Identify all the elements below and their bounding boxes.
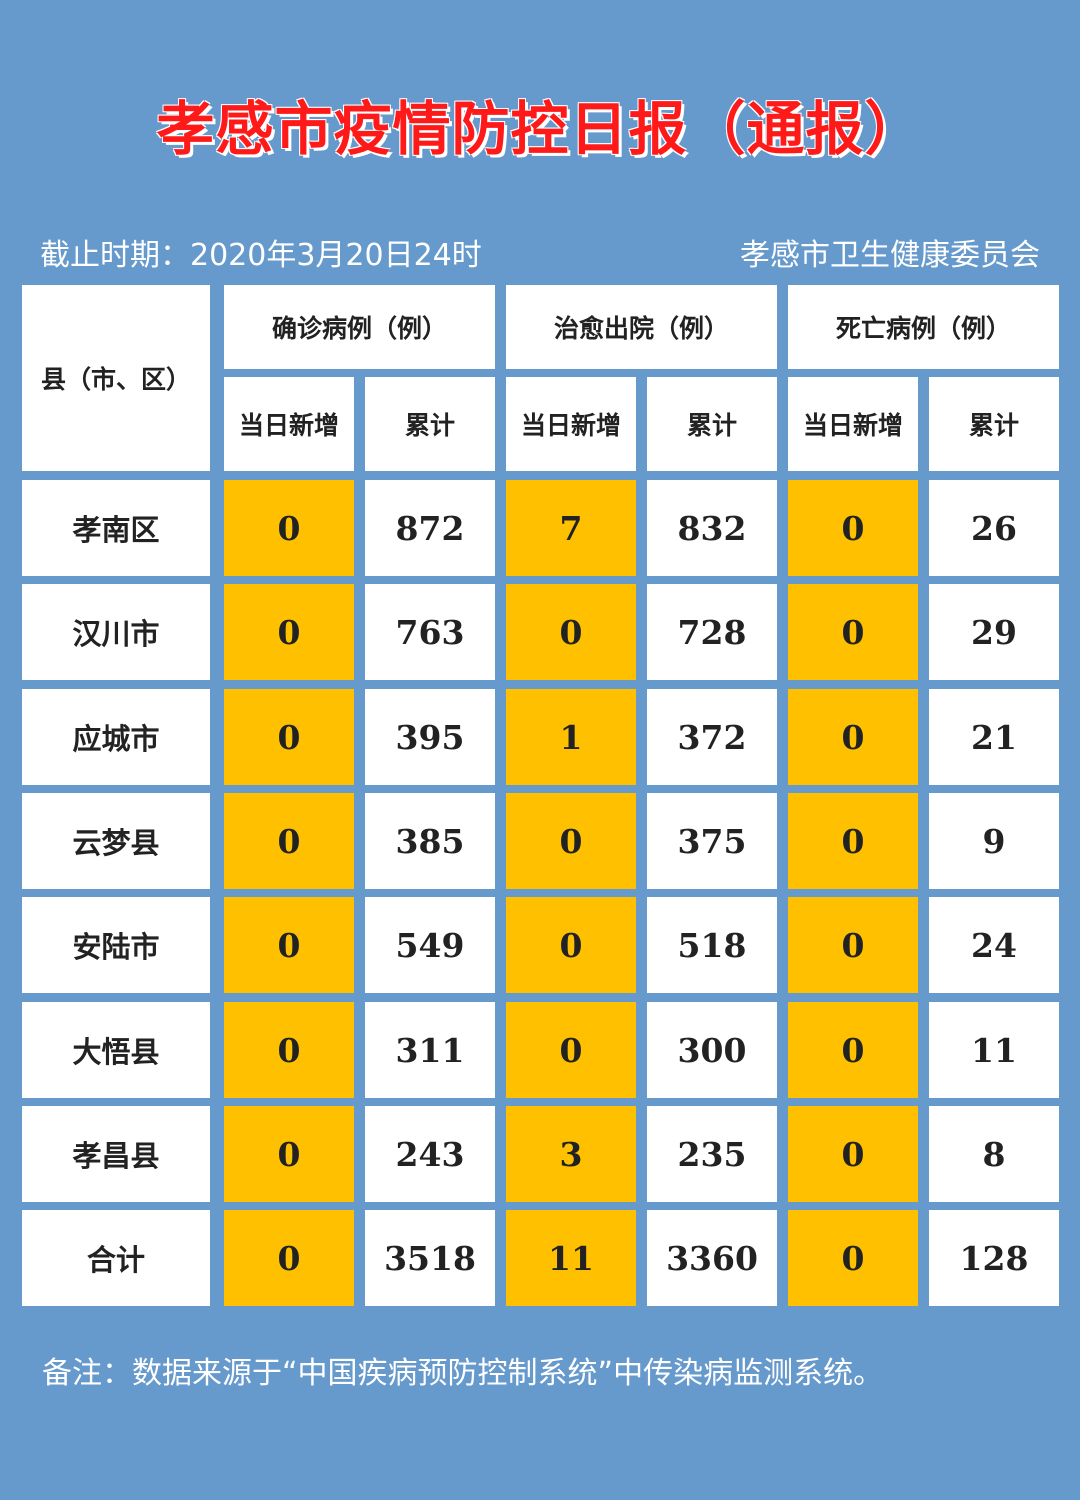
issuer: 孝感市卫生健康委员会	[740, 238, 1040, 273]
region-name: 合计	[22, 1210, 210, 1306]
table-cell-confirmed-new: 0	[224, 1002, 354, 1098]
table-cell-deaths-new: 0	[788, 584, 918, 680]
table-cell-confirmed-new: 0	[224, 897, 354, 993]
region-name: 孝昌县	[22, 1106, 210, 1202]
table-cell-confirmed-new: 0	[224, 793, 354, 889]
table-cell-confirmed-total: 395	[365, 689, 495, 785]
cutoff-date: 截止时期：2020年3月20日24时	[40, 238, 482, 273]
table-cell-cured-total: 3360	[647, 1210, 777, 1306]
table-cell-deaths-total: 128	[929, 1210, 1059, 1306]
region-name: 汉川市	[22, 584, 210, 680]
table-cell-deaths-new: 0	[788, 897, 918, 993]
region-name: 安陆市	[22, 897, 210, 993]
table-cell-deaths-new: 0	[788, 793, 918, 889]
footnote: 备注：数据来源于“中国疾病预防控制系统”中传染病监测系统。	[42, 1356, 884, 1391]
table-cell-cured-total: 375	[647, 793, 777, 889]
table-cell-deaths-new: 0	[788, 480, 918, 576]
table-cell-cured-total: 300	[647, 1002, 777, 1098]
region-name: 云梦县	[22, 793, 210, 889]
table-cell-cured-new: 0	[506, 793, 636, 889]
table-cell-confirmed-total: 243	[365, 1106, 495, 1202]
table-cell-confirmed-new: 0	[224, 1106, 354, 1202]
table-cell-cured-new: 11	[506, 1210, 636, 1306]
table-cell-deaths-total: 26	[929, 480, 1059, 576]
region-name: 孝南区	[22, 480, 210, 576]
sub-header-cured-daily-new: 当日新增	[506, 377, 636, 471]
region-name: 大悟县	[22, 1002, 210, 1098]
table-cell-cured-new: 7	[506, 480, 636, 576]
table-cell-cured-new: 1	[506, 689, 636, 785]
table-cell-cured-total: 832	[647, 480, 777, 576]
table-cell-cured-new: 3	[506, 1106, 636, 1202]
table-cell-confirmed-new: 0	[224, 584, 354, 680]
table-cell-cured-new: 0	[506, 1002, 636, 1098]
table-cell-confirmed-new: 0	[224, 1210, 354, 1306]
table-cell-deaths-total: 8	[929, 1106, 1059, 1202]
table-cell-deaths-new: 0	[788, 689, 918, 785]
table-cell-confirmed-total: 3518	[365, 1210, 495, 1306]
table-cell-cured-total: 235	[647, 1106, 777, 1202]
table-cell-deaths-total: 24	[929, 897, 1059, 993]
table-cell-deaths-new: 0	[788, 1002, 918, 1098]
table-cell-deaths-new: 0	[788, 1210, 918, 1306]
table-cell-cured-new: 0	[506, 584, 636, 680]
region-header: 县（市、区）	[22, 285, 210, 471]
sub-header-cured-cumulative: 累计	[647, 377, 777, 471]
sub-header-deaths-cumulative: 累计	[929, 377, 1059, 471]
table-cell-deaths-total: 21	[929, 689, 1059, 785]
table-cell-confirmed-total: 311	[365, 1002, 495, 1098]
table-cell-deaths-total: 9	[929, 793, 1059, 889]
table-cell-deaths-new: 0	[788, 1106, 918, 1202]
table-cell-deaths-total: 11	[929, 1002, 1059, 1098]
table-cell-confirmed-new: 0	[224, 689, 354, 785]
table-cell-confirmed-total: 763	[365, 584, 495, 680]
table-cell-cured-total: 372	[647, 689, 777, 785]
group-header-deaths: 死亡病例（例）	[788, 285, 1059, 369]
table-cell-confirmed-total: 872	[365, 480, 495, 576]
table-cell-cured-total: 518	[647, 897, 777, 993]
group-header-confirmed: 确诊病例（例）	[224, 285, 495, 369]
table-cell-deaths-total: 29	[929, 584, 1059, 680]
region-name: 应城市	[22, 689, 210, 785]
table-cell-cured-total: 728	[647, 584, 777, 680]
sub-header-deaths-daily-new: 当日新增	[788, 377, 918, 471]
table-cell-confirmed-total: 549	[365, 897, 495, 993]
table-cell-confirmed-total: 385	[365, 793, 495, 889]
page-title: 孝感市疫情防控日报（通报）	[156, 95, 924, 163]
table-cell-cured-new: 0	[506, 897, 636, 993]
table-cell-confirmed-new: 0	[224, 480, 354, 576]
sub-header-confirmed-daily-new: 当日新增	[224, 377, 354, 471]
sub-header-confirmed-cumulative: 累计	[365, 377, 495, 471]
group-header-cured: 治愈出院（例）	[506, 285, 777, 369]
